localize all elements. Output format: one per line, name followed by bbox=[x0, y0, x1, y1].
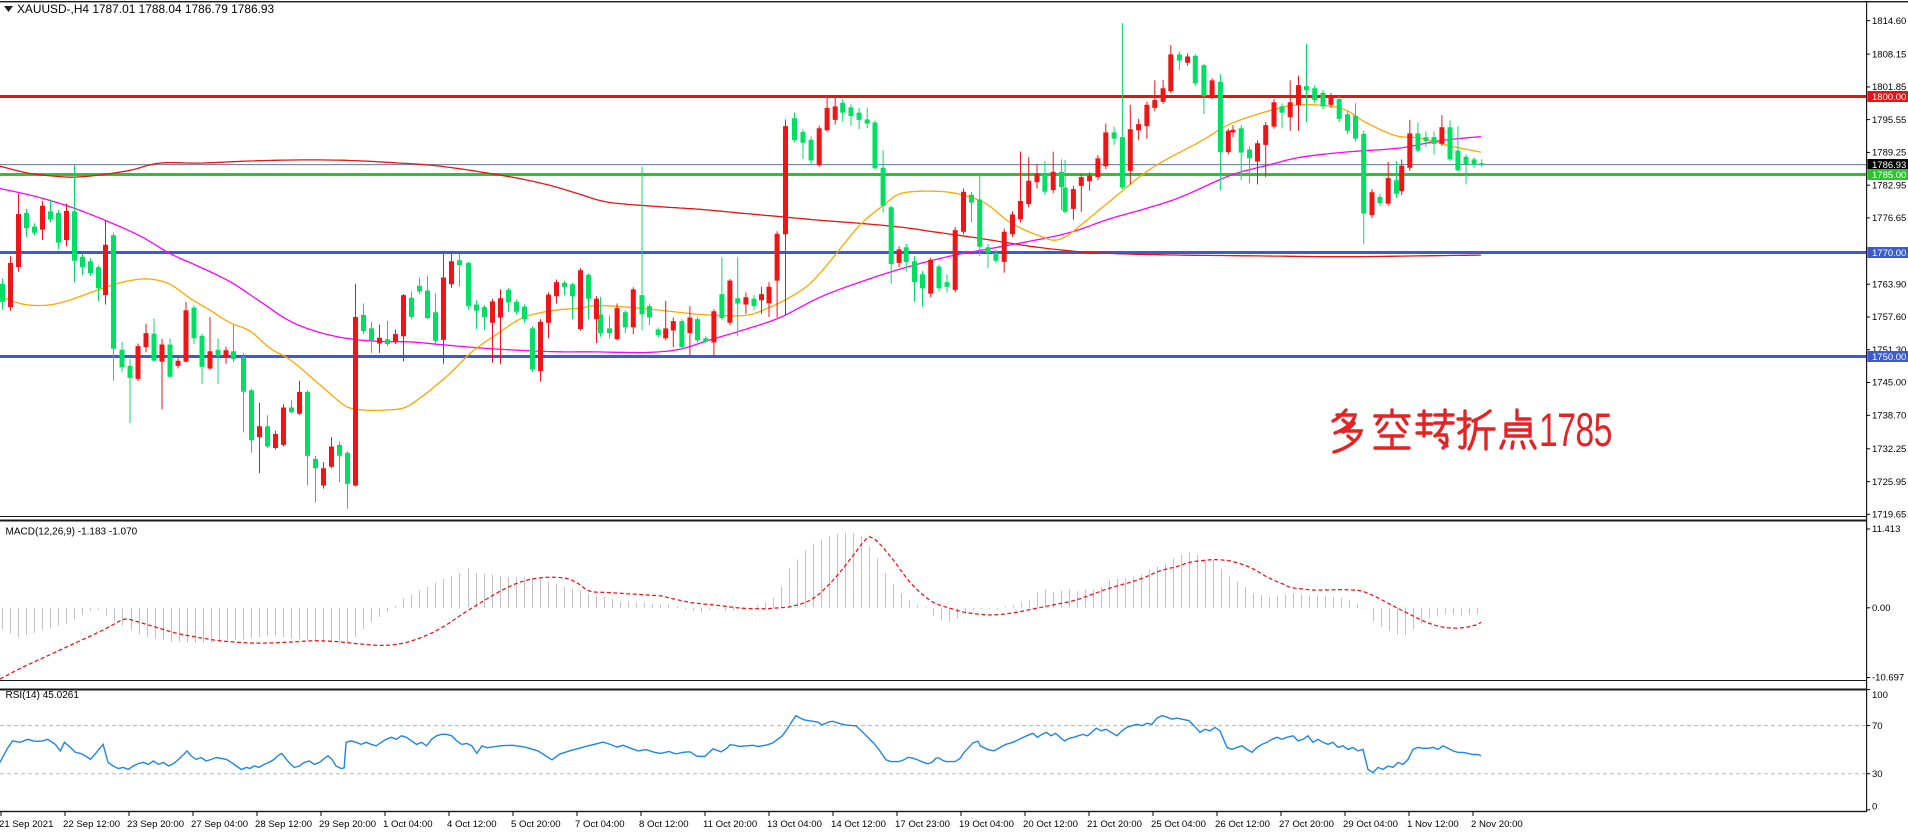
svg-text:26 Oct 12:00: 26 Oct 12:00 bbox=[1215, 819, 1270, 830]
svg-text:2 Nov 20:00: 2 Nov 20:00 bbox=[1471, 819, 1523, 830]
svg-text:1750.00: 1750.00 bbox=[1872, 352, 1906, 363]
svg-text:1763.90: 1763.90 bbox=[1872, 279, 1906, 290]
svg-text:11.413: 11.413 bbox=[1872, 524, 1900, 535]
svg-text:MACD(12,26,9) -1.183 -1.070: MACD(12,26,9) -1.183 -1.070 bbox=[6, 527, 138, 538]
svg-text:1719.65: 1719.65 bbox=[1872, 510, 1906, 521]
svg-text:22 Sep 12:00: 22 Sep 12:00 bbox=[63, 819, 120, 830]
svg-text:100: 100 bbox=[1872, 690, 1888, 701]
svg-text:1795.55: 1795.55 bbox=[1872, 115, 1906, 126]
svg-text:1785: 1785 bbox=[1539, 404, 1612, 457]
svg-text:1776.65: 1776.65 bbox=[1872, 213, 1906, 224]
svg-text:1 Oct 04:00: 1 Oct 04:00 bbox=[383, 819, 433, 830]
svg-text:4 Oct 12:00: 4 Oct 12:00 bbox=[447, 819, 497, 830]
svg-text:23 Sep 20:00: 23 Sep 20:00 bbox=[127, 819, 184, 830]
svg-text:1786.93: 1786.93 bbox=[1872, 160, 1906, 171]
svg-text:1 Nov 12:00: 1 Nov 12:00 bbox=[1407, 819, 1459, 830]
svg-text:1801.85: 1801.85 bbox=[1872, 82, 1906, 93]
svg-text:70: 70 bbox=[1872, 721, 1883, 732]
svg-text:1770.00: 1770.00 bbox=[1872, 248, 1906, 259]
svg-text:1785.00: 1785.00 bbox=[1872, 170, 1906, 181]
svg-text:29 Sep 20:00: 29 Sep 20:00 bbox=[319, 819, 376, 830]
svg-text:8 Oct 12:00: 8 Oct 12:00 bbox=[639, 819, 689, 830]
svg-text:1789.25: 1789.25 bbox=[1872, 148, 1906, 159]
svg-text:1808.15: 1808.15 bbox=[1872, 49, 1906, 60]
svg-text:RSI(14) 45.0261: RSI(14) 45.0261 bbox=[6, 690, 80, 701]
svg-text:1751.30: 1751.30 bbox=[1872, 345, 1906, 356]
svg-text:0: 0 bbox=[1872, 802, 1877, 813]
svg-text:7 Oct 04:00: 7 Oct 04:00 bbox=[575, 819, 625, 830]
svg-text:1745.00: 1745.00 bbox=[1872, 378, 1906, 389]
svg-text:XAUUSD-,H4 1787.01 1788.04 17: XAUUSD-,H4 1787.01 1788.04 1786.79 1786.… bbox=[17, 2, 275, 16]
svg-text:17 Oct 23:00: 17 Oct 23:00 bbox=[895, 819, 950, 830]
svg-text:21 Sep 2021: 21 Sep 2021 bbox=[0, 819, 53, 830]
svg-text:5 Oct 20:00: 5 Oct 20:00 bbox=[511, 819, 561, 830]
svg-text:27 Sep 04:00: 27 Sep 04:00 bbox=[191, 819, 248, 830]
svg-text:1814.60: 1814.60 bbox=[1872, 16, 1906, 27]
svg-text:1738.70: 1738.70 bbox=[1872, 411, 1906, 422]
svg-text:20 Oct 12:00: 20 Oct 12:00 bbox=[1023, 819, 1078, 830]
svg-text:14 Oct 12:00: 14 Oct 12:00 bbox=[831, 819, 886, 830]
svg-text:11 Oct 20:00: 11 Oct 20:00 bbox=[703, 819, 757, 830]
svg-text:1800.00: 1800.00 bbox=[1872, 92, 1906, 103]
svg-text:19 Oct 04:00: 19 Oct 04:00 bbox=[959, 819, 1014, 830]
svg-text:29 Oct 04:00: 29 Oct 04:00 bbox=[1343, 819, 1398, 830]
svg-text:27 Oct 20:00: 27 Oct 20:00 bbox=[1279, 819, 1334, 830]
svg-text:1732.25: 1732.25 bbox=[1872, 444, 1906, 455]
svg-text:1725.95: 1725.95 bbox=[1872, 477, 1906, 488]
svg-text:13 Oct 04:00: 13 Oct 04:00 bbox=[767, 819, 822, 830]
svg-text:1782.95: 1782.95 bbox=[1872, 180, 1906, 191]
svg-text:21 Oct 20:00: 21 Oct 20:00 bbox=[1087, 819, 1142, 830]
svg-text:0.00: 0.00 bbox=[1872, 603, 1891, 614]
svg-text:1757.60: 1757.60 bbox=[1872, 312, 1906, 323]
svg-text:-10.697: -10.697 bbox=[1872, 673, 1904, 684]
svg-text:25 Oct 04:00: 25 Oct 04:00 bbox=[1151, 819, 1206, 830]
svg-text:30: 30 bbox=[1872, 769, 1883, 780]
svg-text:28 Sep 12:00: 28 Sep 12:00 bbox=[255, 819, 312, 830]
